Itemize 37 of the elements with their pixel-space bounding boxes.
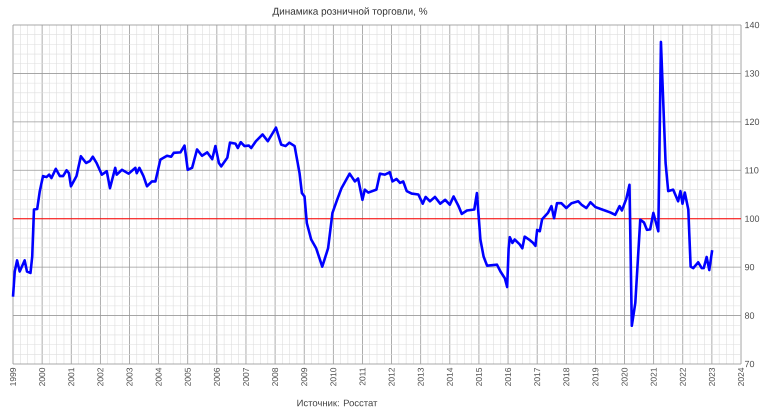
x-tick-label: 2000 <box>39 368 46 386</box>
x-tick-label: 2001 <box>68 368 74 386</box>
x-tick-label: 2011 <box>359 368 366 386</box>
y-tick-label: 70 <box>744 360 754 368</box>
x-tick-label: 2008 <box>272 368 278 386</box>
x-tick-label: 2006 <box>214 368 220 386</box>
y-tick-label: 110 <box>745 167 758 174</box>
x-tick-label: 2018 <box>563 368 570 386</box>
chart-title: Динамика розничной торговли, % <box>272 7 428 17</box>
x-tick-label: 2003 <box>126 368 132 386</box>
x-tick-label: 2021 <box>650 368 657 386</box>
x-tick-label: 2013 <box>418 368 424 386</box>
x-tick-label: 2020 <box>622 368 628 386</box>
x-tick-label: 2012 <box>388 368 395 386</box>
x-tick-label: 2009 <box>301 368 308 386</box>
x-tick-label: 2017 <box>534 368 540 386</box>
x-tick-label: 2024 <box>738 368 744 386</box>
y-tick-label: 140 <box>745 22 760 28</box>
x-tick-label: 2023 <box>708 368 715 386</box>
line-series <box>12 40 714 328</box>
text: Источник: Росстат <box>297 400 378 406</box>
x-tick-label: 2005 <box>184 368 191 386</box>
y-tick-label: 90 <box>744 264 754 270</box>
x-tick-label: 2019 <box>592 368 598 386</box>
x-tick-label: 2016 <box>505 368 512 386</box>
x-tick-label: 2007 <box>242 368 249 386</box>
x-tick-label: 2010 <box>330 368 336 386</box>
x-tick-label: 2002 <box>97 368 104 386</box>
x-tick-label: 2015 <box>476 368 482 386</box>
y-tick-label: 130 <box>745 70 760 77</box>
x-tick-label: 2022 <box>680 368 686 386</box>
x-tick-label: 1999 <box>10 368 16 386</box>
y-tick-label: 100 <box>745 216 760 222</box>
x-tick-label: 2004 <box>156 368 162 386</box>
x-tick-label: 2014 <box>446 368 453 386</box>
y-tick-label: 120 <box>745 118 760 126</box>
y-tick-label: 80 <box>744 312 754 319</box>
